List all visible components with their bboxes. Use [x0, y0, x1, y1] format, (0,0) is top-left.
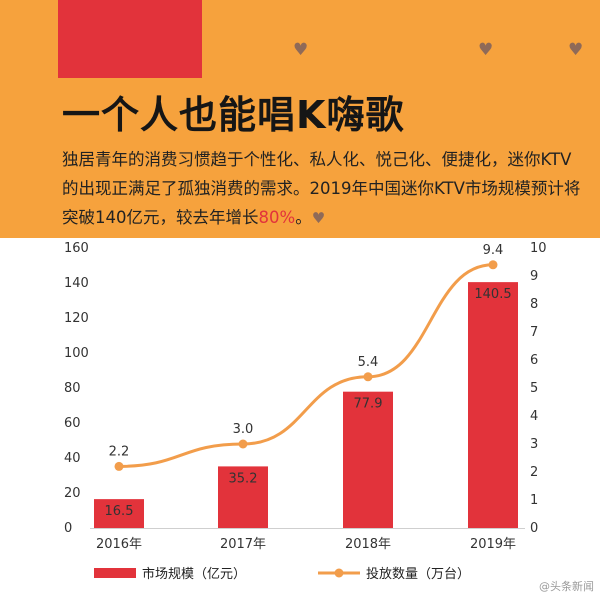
bar-value-label: 16.5	[105, 504, 134, 519]
header-banner: ♥ ♥ ♥ 一个人也能唱K嗨歌 独居青年的消费习惯趋于个性化、私人化、悦己化、便…	[0, 0, 600, 238]
line-series	[118, 263, 494, 468]
x-tick-label: 2016年	[96, 537, 142, 552]
y-right-tick-label: 9	[530, 269, 538, 284]
y-left-tick-label: 160	[64, 241, 89, 256]
y-right-tick-label: 2	[530, 465, 538, 480]
y-left-tick-label: 40	[64, 451, 81, 466]
x-tick-label: 2019年	[470, 537, 516, 552]
line-value-label: 5.4	[358, 355, 379, 370]
heart-icon: ♥	[293, 40, 309, 60]
x-tick-label: 2017年	[220, 537, 266, 552]
bar-value-label: 35.2	[229, 471, 258, 486]
bar	[343, 391, 393, 528]
y-right-tick-label: 0	[530, 521, 538, 536]
y-left-tick-label: 60	[64, 416, 81, 431]
watermark-text: @头条新闻	[539, 579, 594, 593]
bar	[468, 282, 518, 528]
line-value-label: 3.0	[233, 422, 254, 437]
bar-value-label: 140.5	[474, 287, 511, 302]
y-left-tick-label: 100	[64, 346, 89, 361]
y-left-tick-label: 140	[64, 276, 89, 291]
description: 独居青年的消费习惯趋于个性化、私人化、悦己化、便捷化，迷你KTV的出现正满足了孤…	[62, 145, 582, 233]
heart-icon: ♥	[568, 40, 584, 60]
y-right-tick-label: 10	[530, 241, 547, 256]
y-left-tick-label: 0	[64, 521, 72, 536]
y-right-tick-label: 7	[530, 325, 538, 340]
x-tick-label: 2018年	[345, 537, 391, 552]
y-left-tick-label: 20	[64, 486, 81, 501]
line-point	[238, 439, 248, 449]
growth-highlight: 80%	[258, 208, 296, 227]
y-left-tick-label: 120	[64, 311, 89, 326]
y-right-tick-label: 6	[530, 353, 538, 368]
description-end: 。	[295, 208, 312, 227]
y-right-tick-label: 8	[530, 297, 538, 312]
bar	[218, 466, 268, 528]
line-value-label: 2.2	[109, 444, 130, 459]
heart-icon: ♥	[478, 40, 494, 60]
line-point	[114, 461, 124, 471]
y-right-tick-label: 3	[530, 437, 538, 452]
y-right-tick-label: 1	[530, 493, 538, 508]
page-title: 一个人也能唱K嗨歌	[62, 93, 405, 137]
y-right-tick-label: 4	[530, 409, 538, 424]
y-left-tick-label: 80	[64, 381, 81, 396]
legend-bar-label: 市场规模（亿元）	[142, 566, 246, 582]
description-text: 独居青年的消费习惯趋于个性化、私人化、悦己化、便捷化，迷你KTV的出现正满足了孤…	[62, 150, 581, 227]
y-right-tick-label: 5	[530, 381, 538, 396]
legend-line-marker	[334, 568, 344, 578]
line-point	[363, 372, 373, 382]
legend-line-label: 投放数量（万台）	[366, 566, 470, 582]
line-point	[488, 260, 498, 270]
line-value-label: 9.4	[483, 243, 504, 258]
red-accent-block	[58, 0, 202, 78]
bar-value-label: 77.9	[354, 397, 383, 412]
legend-bar-swatch	[94, 568, 136, 578]
bar	[94, 499, 144, 528]
heart-icon: ♥	[311, 209, 326, 227]
